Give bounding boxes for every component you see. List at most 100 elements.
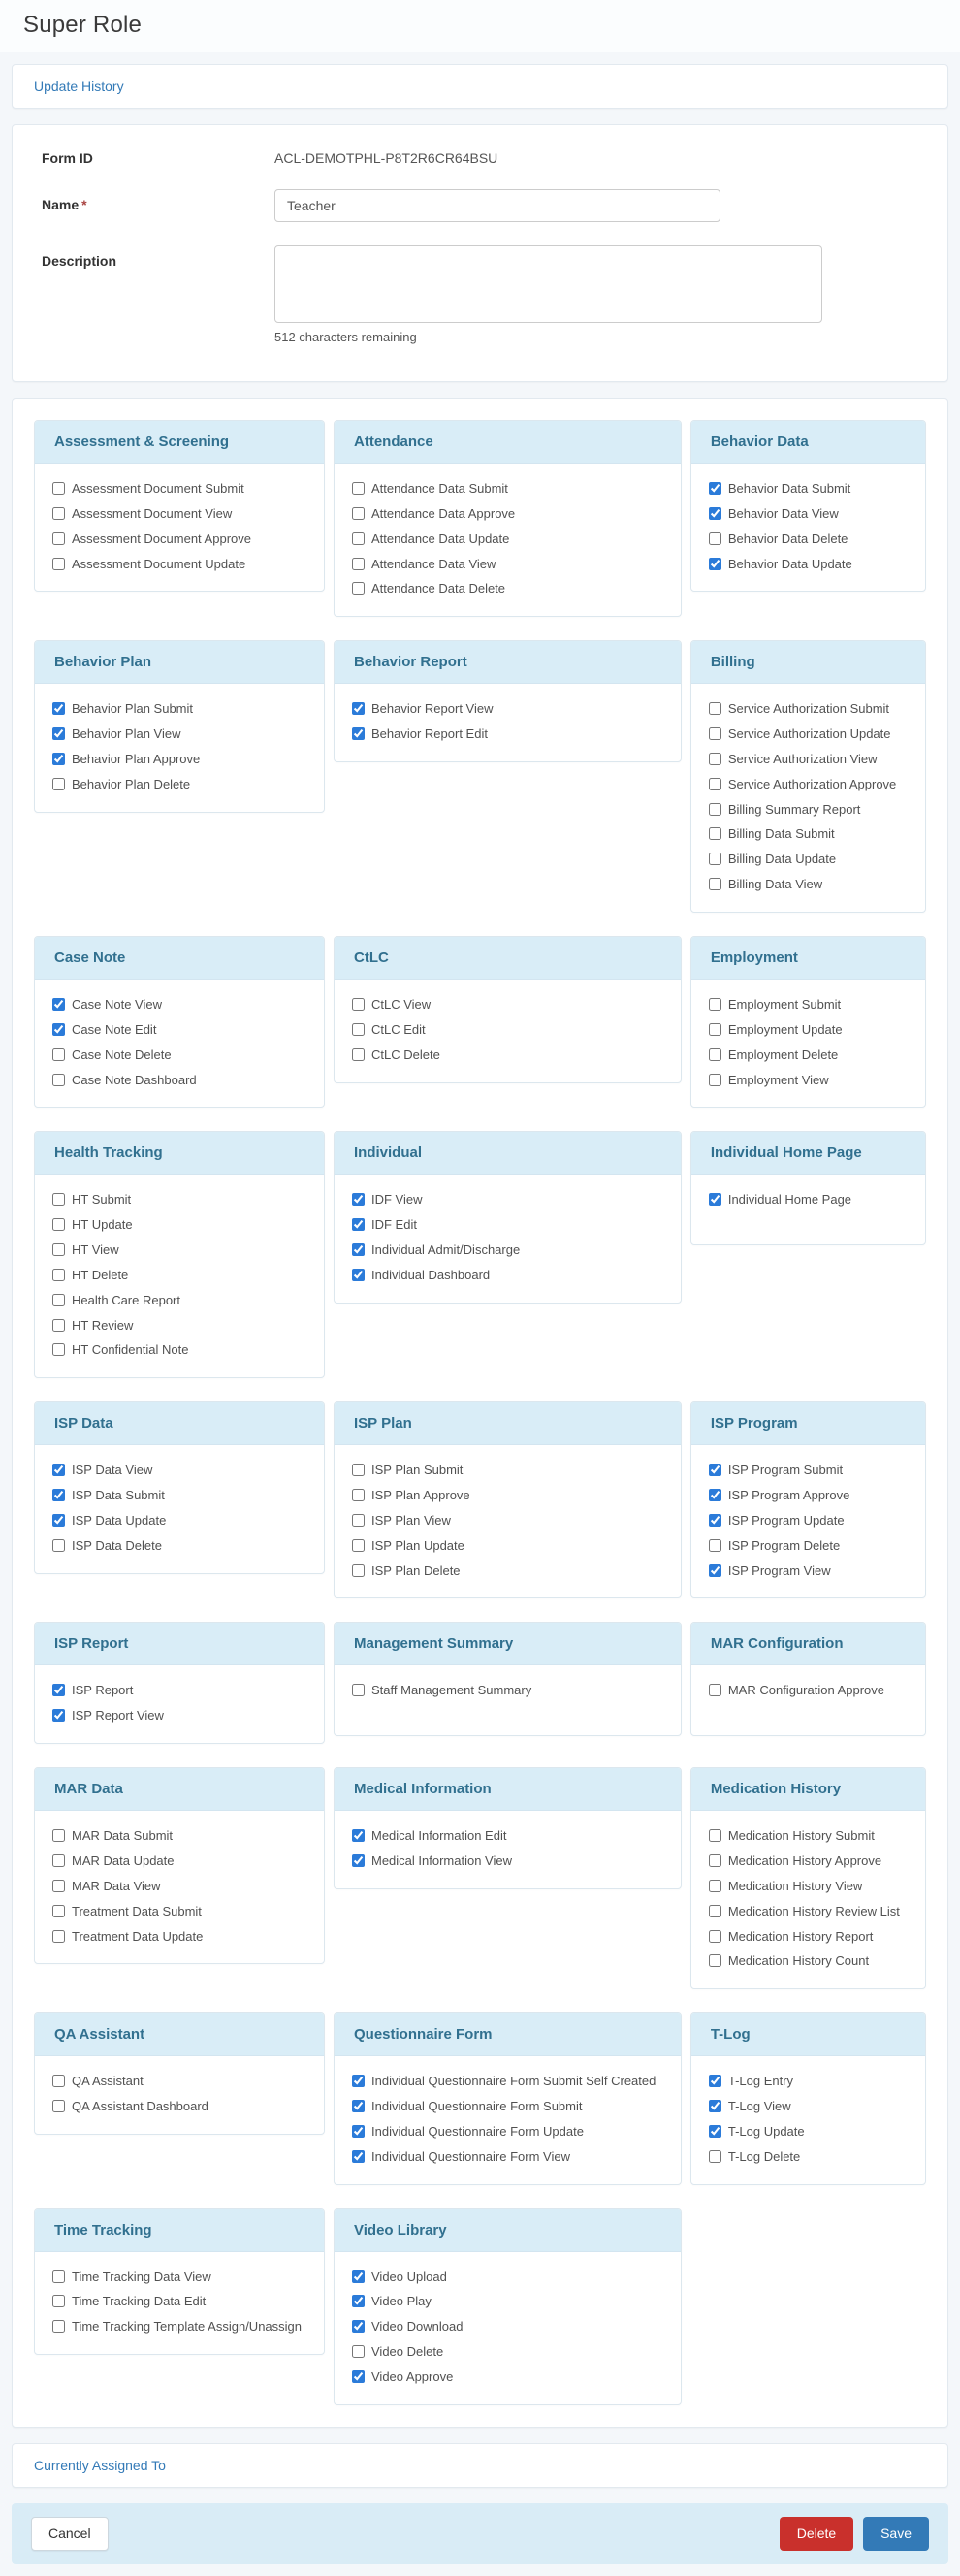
permission-checkbox[interactable] <box>708 1684 721 1697</box>
permission-checkbox[interactable] <box>708 2149 721 2163</box>
permission-item-service-authorization-approve[interactable]: Service Authorization Approve <box>708 776 908 794</box>
permission-checkbox[interactable] <box>52 1904 65 1917</box>
permission-checkbox[interactable] <box>708 1563 721 1577</box>
permission-checkbox[interactable] <box>352 1464 365 1477</box>
permission-checkbox[interactable] <box>52 2075 65 2088</box>
permission-checkbox[interactable] <box>52 531 65 545</box>
permission-item-ht-update[interactable]: HT Update <box>52 1216 306 1235</box>
permission-item-time-tracking-data-view[interactable]: Time Tracking Data View <box>52 2269 306 2287</box>
permission-checkbox[interactable] <box>52 1464 65 1477</box>
permission-item-behavior-data-submit[interactable]: Behavior Data Submit <box>708 480 908 499</box>
permission-checkbox[interactable] <box>708 506 721 520</box>
permission-item-attendance-data-view[interactable]: Attendance Data View <box>352 556 663 574</box>
permission-item-t-log-update[interactable]: T-Log Update <box>708 2123 908 2141</box>
permission-item-isp-program-view[interactable]: ISP Program View <box>708 1562 908 1581</box>
permission-checkbox[interactable] <box>52 1193 65 1207</box>
permission-checkbox[interactable] <box>708 1538 721 1552</box>
permission-checkbox[interactable] <box>708 1879 721 1892</box>
permission-checkbox[interactable] <box>52 777 65 790</box>
permission-item-video-approve[interactable]: Video Approve <box>352 2368 663 2387</box>
permission-item-medication-history-view[interactable]: Medication History View <box>708 1878 908 1896</box>
permission-checkbox[interactable] <box>708 482 721 495</box>
permission-item-assessment-document-view[interactable]: Assessment Document View <box>52 505 306 524</box>
permission-item-individual-dashboard[interactable]: Individual Dashboard <box>352 1267 663 1285</box>
name-input[interactable] <box>274 189 720 222</box>
permission-item-billing-data-view[interactable]: Billing Data View <box>708 876 908 894</box>
permission-checkbox[interactable] <box>352 531 365 545</box>
permission-checkbox[interactable] <box>52 1318 65 1332</box>
permission-checkbox[interactable] <box>52 702 65 716</box>
permission-item-attendance-data-approve[interactable]: Attendance Data Approve <box>352 505 663 524</box>
permission-item-idf-edit[interactable]: IDF Edit <box>352 1216 663 1235</box>
permission-checkbox[interactable] <box>352 2369 365 2383</box>
permission-item-time-tracking-data-edit[interactable]: Time Tracking Data Edit <box>52 2293 306 2311</box>
permission-item-t-log-view[interactable]: T-Log View <box>708 2098 908 2116</box>
permission-item-mar-data-view[interactable]: MAR Data View <box>52 1878 306 1896</box>
permission-checkbox[interactable] <box>708 1829 721 1843</box>
permission-checkbox[interactable] <box>708 557 721 570</box>
permission-item-idf-view[interactable]: IDF View <box>352 1191 663 1209</box>
permission-item-behavior-report-edit[interactable]: Behavior Report Edit <box>352 725 663 744</box>
permission-checkbox[interactable] <box>708 1854 721 1867</box>
permission-item-treatment-data-submit[interactable]: Treatment Data Submit <box>52 1903 306 1921</box>
permission-item-isp-program-submit[interactable]: ISP Program Submit <box>708 1462 908 1480</box>
permission-checkbox[interactable] <box>352 2124 365 2138</box>
permission-item-ht-confidential-note[interactable]: HT Confidential Note <box>52 1341 306 1360</box>
permission-checkbox[interactable] <box>708 2075 721 2088</box>
permission-checkbox[interactable] <box>352 1193 365 1207</box>
permission-item-service-authorization-view[interactable]: Service Authorization View <box>708 751 908 769</box>
permission-checkbox[interactable] <box>52 752 65 765</box>
permission-item-individual-questionnaire-form-update[interactable]: Individual Questionnaire Form Update <box>352 2123 663 2141</box>
permission-checkbox[interactable] <box>352 2149 365 2163</box>
currently-assigned-link[interactable]: Currently Assigned To <box>34 2457 166 2473</box>
permission-checkbox[interactable] <box>52 506 65 520</box>
permission-item-behavior-plan-delete[interactable]: Behavior Plan Delete <box>52 776 306 794</box>
permission-item-isp-plan-approve[interactable]: ISP Plan Approve <box>352 1487 663 1505</box>
permission-item-isp-plan-view[interactable]: ISP Plan View <box>352 1512 663 1530</box>
permission-item-t-log-entry[interactable]: T-Log Entry <box>708 2073 908 2091</box>
permission-checkbox[interactable] <box>352 997 365 1011</box>
permission-item-isp-report-view[interactable]: ISP Report View <box>52 1707 306 1725</box>
permission-item-ht-delete[interactable]: HT Delete <box>52 1267 306 1285</box>
cancel-button[interactable]: Cancel <box>31 2516 109 2551</box>
permission-item-medication-history-count[interactable]: Medication History Count <box>708 1952 908 1971</box>
permission-item-video-upload[interactable]: Video Upload <box>352 2269 663 2287</box>
permission-item-assessment-document-update[interactable]: Assessment Document Update <box>52 556 306 574</box>
permission-checkbox[interactable] <box>708 1073 721 1086</box>
permission-item-ctlc-edit[interactable]: CtLC Edit <box>352 1021 663 1040</box>
permission-item-assessment-document-submit[interactable]: Assessment Document Submit <box>52 480 306 499</box>
permission-checkbox[interactable] <box>352 2075 365 2088</box>
permission-checkbox[interactable] <box>708 1904 721 1917</box>
permission-checkbox[interactable] <box>352 582 365 596</box>
permission-item-individual-home-page[interactable]: Individual Home Page <box>708 1191 908 1209</box>
permission-checkbox[interactable] <box>708 531 721 545</box>
permission-checkbox[interactable] <box>52 482 65 495</box>
permission-checkbox[interactable] <box>52 2320 65 2334</box>
permission-item-attendance-data-submit[interactable]: Attendance Data Submit <box>352 480 663 499</box>
permission-checkbox[interactable] <box>52 1343 65 1357</box>
permission-checkbox[interactable] <box>708 1022 721 1036</box>
permission-checkbox[interactable] <box>52 1268 65 1281</box>
permission-checkbox[interactable] <box>52 1218 65 1232</box>
permission-checkbox[interactable] <box>708 1193 721 1207</box>
permission-item-case-note-dashboard[interactable]: Case Note Dashboard <box>52 1072 306 1090</box>
permission-checkbox[interactable] <box>708 752 721 765</box>
permission-item-treatment-data-update[interactable]: Treatment Data Update <box>52 1928 306 1947</box>
permission-checkbox[interactable] <box>708 853 721 866</box>
permission-item-employment-view[interactable]: Employment View <box>708 1072 908 1090</box>
permission-checkbox[interactable] <box>352 702 365 716</box>
permission-item-medication-history-approve[interactable]: Medication History Approve <box>708 1852 908 1871</box>
permission-item-employment-update[interactable]: Employment Update <box>708 1021 908 1040</box>
permission-item-health-care-report[interactable]: Health Care Report <box>52 1292 306 1310</box>
permission-item-attendance-data-delete[interactable]: Attendance Data Delete <box>352 580 663 598</box>
permission-item-behavior-data-view[interactable]: Behavior Data View <box>708 505 908 524</box>
permission-checkbox[interactable] <box>708 1513 721 1527</box>
permission-checkbox[interactable] <box>352 1854 365 1867</box>
permission-item-isp-plan-submit[interactable]: ISP Plan Submit <box>352 1462 663 1480</box>
permission-item-ctlc-view[interactable]: CtLC View <box>352 996 663 1014</box>
permission-item-isp-plan-update[interactable]: ISP Plan Update <box>352 1537 663 1556</box>
permission-checkbox[interactable] <box>352 1218 365 1232</box>
permission-checkbox[interactable] <box>52 1047 65 1061</box>
permission-checkbox[interactable] <box>352 1684 365 1697</box>
permission-checkbox[interactable] <box>352 2295 365 2308</box>
